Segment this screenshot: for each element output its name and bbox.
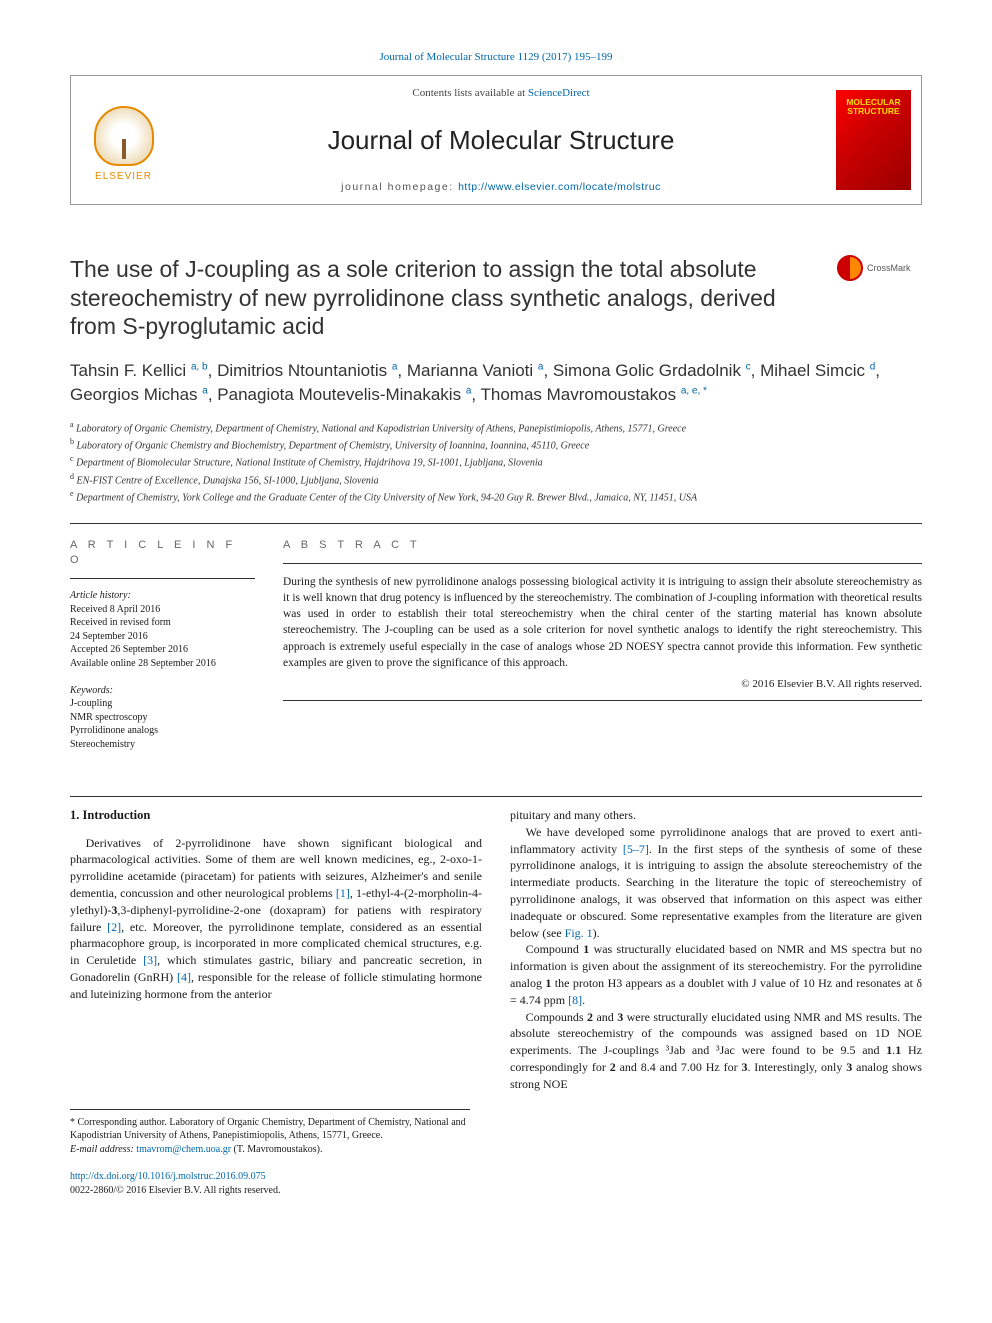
affiliation: a Laboratory of Organic Chemistry, Depar… xyxy=(70,419,922,436)
corresponding-author: * Corresponding author. Laboratory of Or… xyxy=(70,1116,470,1143)
journal-banner: ELSEVIER Contents lists available at Sci… xyxy=(70,75,922,205)
abstract-text: During the synthesis of new pyrrolidinon… xyxy=(283,574,922,671)
homepage-line: journal homepage: http://www.elsevier.co… xyxy=(341,180,661,194)
publisher-logo-cell: ELSEVIER xyxy=(71,76,176,204)
body-paragraph: pituitary and many others. xyxy=(510,807,922,824)
crossmark-label: CrossMark xyxy=(867,262,911,274)
email-suffix: (T. Mavromoustakos). xyxy=(231,1144,322,1155)
issn-copyright: 0022-2860/© 2016 Elsevier B.V. All right… xyxy=(70,1185,280,1196)
abstract-rule xyxy=(283,563,922,564)
keyword: Stereochemistry xyxy=(70,738,255,752)
ref-link[interactable]: [3] xyxy=(143,953,157,967)
journal-cover-thumb: MOLECULAR STRUCTURE xyxy=(836,90,911,190)
history-line: Available online 28 September 2016 xyxy=(70,657,255,671)
citation-link[interactable]: Journal of Molecular Structure 1129 (201… xyxy=(380,51,613,63)
keywords-label: Keywords: xyxy=(70,684,255,698)
abstract-column: A B S T R A C T During the synthesis of … xyxy=(283,538,922,751)
body-right-column: pituitary and many others.We have develo… xyxy=(510,807,922,1093)
ref-link[interactable]: [1] xyxy=(336,886,350,900)
abstract-rule-bottom xyxy=(283,700,922,701)
history-line: Accepted 26 September 2016 xyxy=(70,643,255,657)
info-rule xyxy=(70,578,255,579)
doi-block: http://dx.doi.org/10.1016/j.molstruc.201… xyxy=(70,1170,922,1197)
sciencedirect-link[interactable]: ScienceDirect xyxy=(528,87,590,99)
history-line: 24 September 2016 xyxy=(70,630,255,644)
abstract-copyright: © 2016 Elsevier B.V. All rights reserved… xyxy=(283,677,922,692)
contents-line: Contents lists available at ScienceDirec… xyxy=(412,86,589,101)
doi-link[interactable]: http://dx.doi.org/10.1016/j.molstruc.201… xyxy=(70,1171,266,1182)
crossmark-badge[interactable]: CrossMark xyxy=(837,255,922,281)
rule-top xyxy=(70,523,922,524)
history-line: Received in revised form xyxy=(70,616,255,630)
body-paragraph: Derivatives of 2-pyrrolidinone have show… xyxy=(70,835,482,1003)
abstract-heading: A B S T R A C T xyxy=(283,538,922,553)
elsevier-text: ELSEVIER xyxy=(95,170,152,184)
homepage-link[interactable]: http://www.elsevier.com/locate/molstruc xyxy=(458,181,661,193)
authors-line: Tahsin F. Kellici a, b, Dimitrios Ntount… xyxy=(70,359,922,407)
ref-link[interactable]: [4] xyxy=(177,970,191,984)
elsevier-logo: ELSEVIER xyxy=(84,106,164,196)
cover-thumb-cell: MOLECULAR STRUCTURE xyxy=(826,76,921,204)
article-info-column: A R T I C L E I N F O Article history: R… xyxy=(70,538,255,751)
keyword: NMR spectroscopy xyxy=(70,711,255,725)
section-1-heading: 1. Introduction xyxy=(70,807,482,825)
ref-link[interactable]: [5–7] xyxy=(623,842,649,856)
affiliation: b Laboratory of Organic Chemistry and Bi… xyxy=(70,436,922,453)
body-paragraph: We have developed some pyrrolidinone ana… xyxy=(510,824,922,942)
body-paragraph: Compound 1 was structurally elucidated b… xyxy=(510,941,922,1008)
affiliation: d EN-FIST Centre of Excellence, Dunajska… xyxy=(70,471,922,488)
homepage-prefix: journal homepage: xyxy=(341,181,458,193)
elsevier-tree-icon xyxy=(94,106,154,166)
cover-thumb-text: MOLECULAR STRUCTURE xyxy=(836,98,911,117)
footnotes: * Corresponding author. Laboratory of Or… xyxy=(70,1109,470,1157)
body-paragraph: Compounds 2 and 3 were structurally eluc… xyxy=(510,1009,922,1093)
affiliation: e Department of Chemistry, York College … xyxy=(70,488,922,505)
rule-bottom xyxy=(70,796,922,797)
ref-link[interactable]: [2] xyxy=(107,920,121,934)
keyword: J-coupling xyxy=(70,697,255,711)
crossmark-icon xyxy=(837,255,863,281)
history-label: Article history: xyxy=(70,589,255,603)
banner-center: Contents lists available at ScienceDirec… xyxy=(176,76,826,204)
email-label: E-mail address: xyxy=(70,1144,136,1155)
email-link[interactable]: tmavrom@chem.uoa.gr xyxy=(136,1144,231,1155)
affiliation: c Department of Biomolecular Structure, … xyxy=(70,453,922,470)
contents-prefix: Contents lists available at xyxy=(412,87,527,99)
history-line: Received 8 April 2016 xyxy=(70,603,255,617)
ref-link[interactable]: Fig. 1 xyxy=(565,926,593,940)
journal-name: Journal of Molecular Structure xyxy=(328,123,675,158)
article-title: The use of J-coupling as a sole criterio… xyxy=(70,255,817,341)
citation-line: Journal of Molecular Structure 1129 (201… xyxy=(70,50,922,65)
keyword: Pyrrolidinone analogs xyxy=(70,724,255,738)
affiliations: a Laboratory of Organic Chemistry, Depar… xyxy=(70,419,922,506)
article-info-heading: A R T I C L E I N F O xyxy=(70,538,255,568)
ref-link[interactable]: [8] xyxy=(568,993,582,1007)
body-left-column: 1. Introduction Derivatives of 2-pyrroli… xyxy=(70,807,482,1093)
